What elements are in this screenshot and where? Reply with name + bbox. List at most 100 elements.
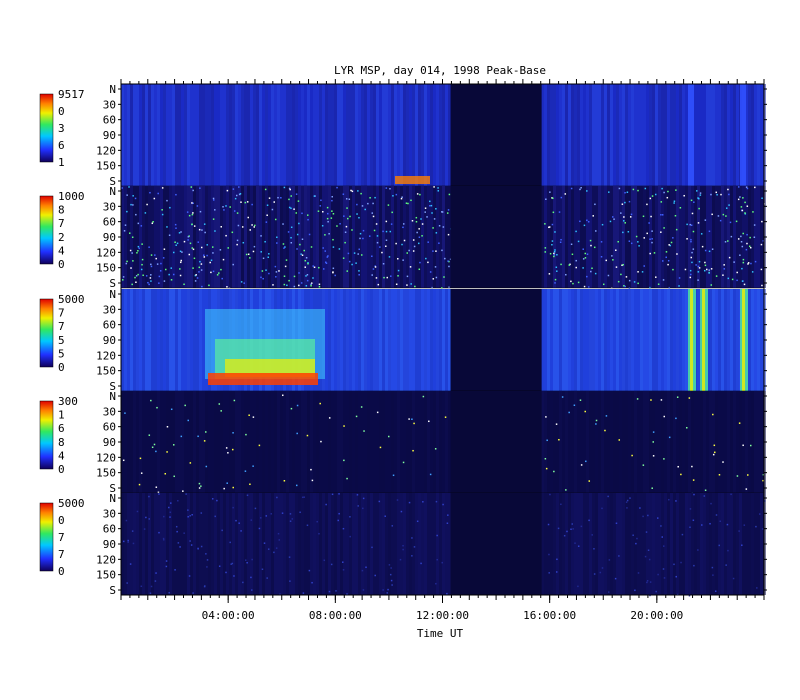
heatmap-column xyxy=(211,84,214,186)
heatmap-column xyxy=(421,289,424,391)
heatmap-column xyxy=(322,186,325,288)
heatmap-column xyxy=(697,186,700,288)
heatmap-speckle xyxy=(249,483,251,486)
heatmap-speckle xyxy=(698,267,701,269)
heatmap-speckle xyxy=(672,237,674,239)
heatmap-column xyxy=(391,493,394,595)
heatmap-column xyxy=(700,391,703,493)
heatmap-speckle xyxy=(738,530,740,532)
heatmap-column xyxy=(604,391,607,493)
heatmap-column xyxy=(682,493,685,595)
heatmap-column xyxy=(370,186,373,288)
heatmap-speckle xyxy=(293,208,295,210)
heatmap-speckle xyxy=(739,196,741,198)
heatmap-speckle xyxy=(733,261,735,263)
heatmap-column xyxy=(340,84,343,186)
heatmap-column xyxy=(580,186,583,288)
heatmap-speckle xyxy=(161,213,164,216)
heatmap-speckle xyxy=(175,525,178,528)
heatmap-speckle xyxy=(232,263,234,266)
heatmap-column xyxy=(586,493,589,595)
heatmap-column xyxy=(718,493,721,595)
heatmap-column xyxy=(325,186,328,288)
heatmap-speckle xyxy=(429,473,432,476)
heatmap-speckle xyxy=(654,193,657,196)
heatmap-speckle xyxy=(289,520,292,522)
heatmap-speckle xyxy=(437,190,440,192)
heatmap-speckle xyxy=(197,547,199,550)
heatmap-speckle xyxy=(680,473,682,476)
heatmap-speckle xyxy=(712,574,714,576)
heatmap-column xyxy=(679,391,682,493)
heatmap-column xyxy=(238,493,241,595)
heatmap-column xyxy=(313,391,316,493)
heatmap-column xyxy=(289,84,292,186)
heatmap-speckle xyxy=(203,585,206,588)
heatmap-speckle xyxy=(245,253,248,256)
heatmap-column xyxy=(292,391,295,493)
heatmap-column xyxy=(220,186,223,288)
heatmap-speckle xyxy=(717,215,720,217)
heatmap-speckle xyxy=(625,501,628,503)
heatmap-speckle xyxy=(262,277,264,280)
heatmap-column xyxy=(748,289,751,391)
heatmap-speckle xyxy=(213,199,215,201)
heatmap-column xyxy=(331,289,334,391)
heatmap-speckle xyxy=(418,236,421,238)
heatmap-column xyxy=(598,289,601,391)
heatmap-speckle xyxy=(270,513,273,515)
heatmap-speckle xyxy=(580,186,582,189)
heatmap-speckle xyxy=(642,515,644,518)
heatmap-speckle xyxy=(176,242,179,245)
heatmap-column xyxy=(244,84,247,186)
heatmap-column xyxy=(700,186,703,288)
heatmap-speckle xyxy=(261,270,264,272)
heatmap-speckle xyxy=(169,511,172,514)
heatmap-speckle xyxy=(728,193,730,196)
heatmap-column xyxy=(637,493,640,595)
heatmap-column xyxy=(295,84,298,186)
heatmap-column xyxy=(136,186,139,288)
heatmap-column xyxy=(649,186,652,288)
y-tick-label: S xyxy=(109,175,116,188)
heatmap-column xyxy=(634,289,637,391)
heatmap-speckle xyxy=(345,198,348,200)
heatmap-column xyxy=(751,186,754,288)
heatmap-speckle xyxy=(284,246,286,248)
heatmap-speckle xyxy=(727,240,729,242)
heatmap-speckle xyxy=(300,253,302,255)
heatmap-column xyxy=(385,84,388,186)
heatmap-speckle xyxy=(547,523,550,526)
y-tick-label: S xyxy=(109,380,116,393)
heatmap-column xyxy=(343,391,346,493)
heatmap-speckle xyxy=(249,229,251,231)
heatmap-column xyxy=(709,391,712,493)
heatmap-column xyxy=(148,84,151,186)
heatmap-column xyxy=(427,391,430,493)
heatmap-speckle xyxy=(302,592,305,594)
heatmap-column xyxy=(421,84,424,186)
heatmap-speckle xyxy=(301,496,304,499)
heatmap-speckle xyxy=(170,279,173,281)
heatmap-column xyxy=(565,493,568,595)
heatmap-column xyxy=(436,84,439,186)
colorbar-tick-label: 5 xyxy=(58,347,65,360)
heatmap-column xyxy=(424,186,427,288)
aurora-band xyxy=(690,289,693,391)
heatmap-column xyxy=(748,493,751,595)
heatmap-column xyxy=(658,391,661,493)
heatmap-column xyxy=(307,493,310,595)
heatmap-speckle xyxy=(236,239,239,242)
heatmap-column xyxy=(721,289,724,391)
heatmap-column xyxy=(595,289,598,391)
heatmap-speckle xyxy=(584,257,587,259)
heatmap-column xyxy=(682,289,685,391)
heatmap-speckle xyxy=(692,479,695,481)
heatmap-speckle xyxy=(180,259,183,262)
heatmap-column xyxy=(370,84,373,186)
heatmap-speckle xyxy=(170,408,173,411)
heatmap-column xyxy=(616,289,619,391)
heatmap-speckle xyxy=(189,462,192,464)
heatmap-column xyxy=(247,186,250,288)
